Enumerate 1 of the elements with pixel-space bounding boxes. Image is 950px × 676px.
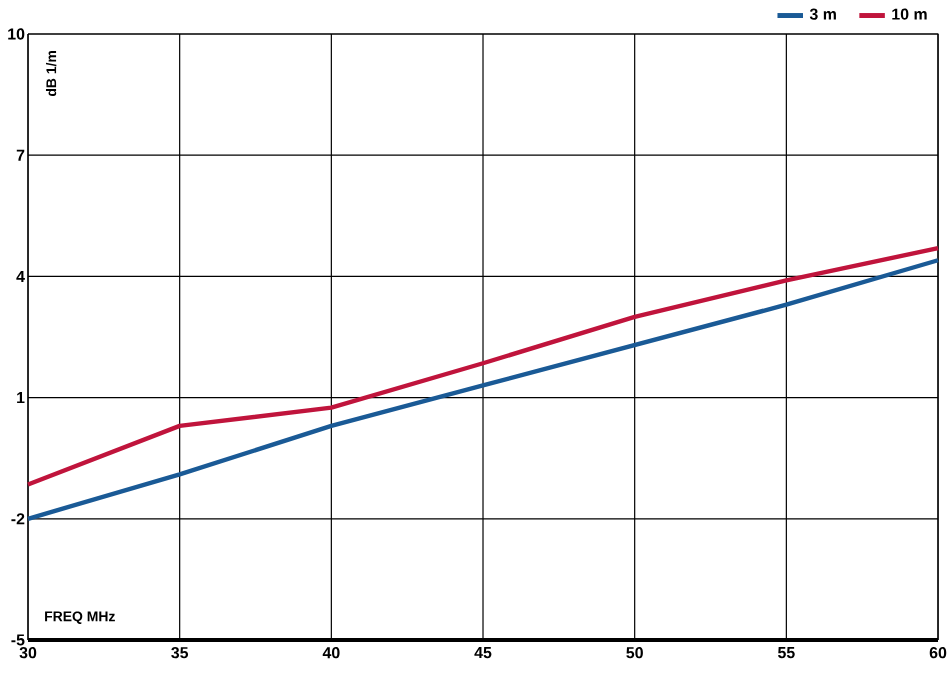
- line-series: [25, 245, 941, 487]
